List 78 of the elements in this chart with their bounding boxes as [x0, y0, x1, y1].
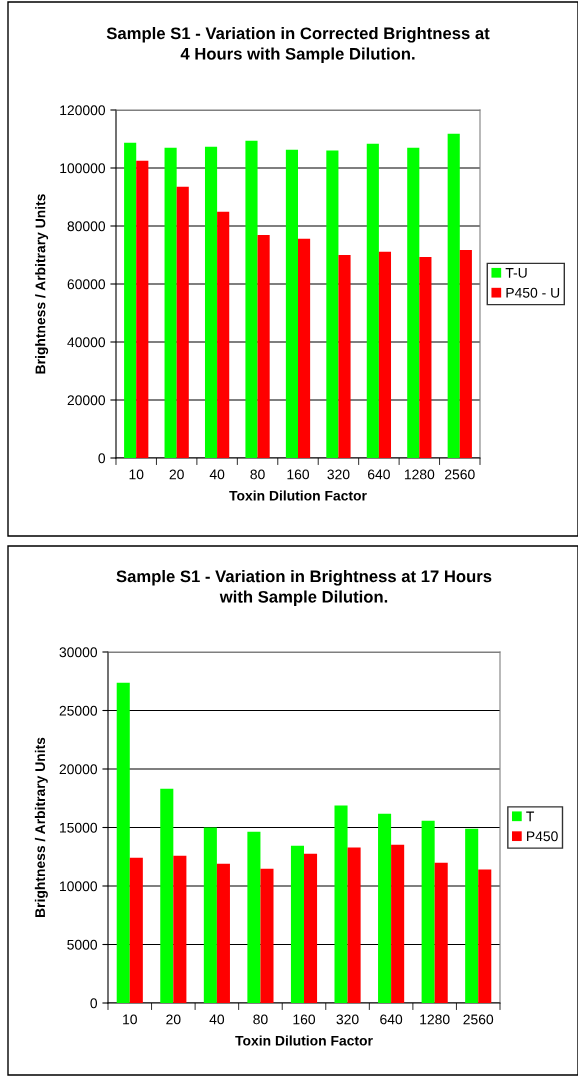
bar: [478, 869, 492, 1003]
y-tick-label: 15000: [60, 822, 98, 833]
y-tick-label: 20000: [67, 395, 106, 406]
x-tick-label: 2560: [445, 469, 475, 480]
bar: [285, 149, 298, 458]
x-tick-label: 80: [253, 1014, 268, 1025]
x-axis-title: Toxin Dilution Factor: [229, 490, 367, 501]
y-tick-label: 100000: [60, 163, 106, 174]
bar: [116, 682, 130, 1003]
x-tick-label: 1280: [404, 469, 435, 480]
x-tick-label: 80: [250, 469, 265, 480]
y-tick-label: 80000: [67, 221, 106, 232]
bar: [326, 150, 339, 458]
bar: [447, 133, 460, 458]
bar: [419, 257, 432, 458]
bar: [173, 855, 187, 1003]
legend-label: T-U: [505, 268, 527, 278]
bar: [378, 251, 392, 458]
bar: [347, 847, 361, 1003]
bar: [378, 813, 392, 1003]
bar: [216, 863, 230, 1003]
y-tick-label: 30000: [59, 647, 98, 658]
bar: [257, 234, 270, 458]
y-tick-label: 0: [98, 453, 106, 464]
x-tick-label: 160: [293, 1014, 316, 1025]
bar: [290, 845, 304, 1003]
y-tick-label: 5000: [67, 939, 98, 950]
x-tick-label: 20: [169, 469, 184, 480]
y-tick-label: 25000: [59, 705, 98, 716]
bar: [338, 255, 351, 458]
bar: [217, 211, 230, 458]
bar: [304, 853, 318, 1003]
y-tick-label: 120000: [60, 105, 106, 116]
bar: [459, 250, 472, 458]
bar: [334, 805, 348, 1003]
x-axis-title: Toxin Dilution Factor: [235, 1035, 373, 1046]
x-tick-label: 40: [209, 469, 225, 480]
bar: [204, 146, 218, 458]
bar: [434, 862, 448, 1003]
chart-title: Sample S1 - Variation in Corrected Brightness at 4 Hours with Sample Dilution.: [106, 27, 490, 63]
y-axis-title: Brightness / Arbitrary Units: [35, 194, 49, 374]
y-tick-label: 20000: [59, 764, 98, 775]
y-axis-title: Brightness / Arbitrary Units: [34, 737, 48, 917]
bar: [366, 143, 379, 458]
bar: [391, 844, 405, 1003]
bar: [421, 820, 435, 1003]
bar: [164, 147, 177, 458]
legend-label: P450 - U: [506, 287, 560, 298]
bar: [160, 788, 174, 1003]
bar: [247, 831, 261, 1003]
bar: [298, 238, 311, 458]
bar: [136, 160, 149, 458]
bar: [203, 827, 217, 1003]
bar: [129, 857, 143, 1003]
x-tick-label: 10: [129, 469, 144, 480]
bar: [260, 868, 274, 1003]
x-tick-label: 10: [123, 1014, 137, 1025]
legend-label: T: [526, 811, 535, 822]
bar: [245, 140, 258, 458]
y-tick-label: 0: [90, 998, 98, 1009]
y-tick-label: 10000: [60, 881, 98, 892]
x-tick-label: 40: [209, 1014, 225, 1025]
x-tick-label: 160: [287, 469, 310, 480]
x-tick-label: 640: [368, 469, 390, 480]
chart-title: Sample S1 - Variation in Brightness at 17 Hours with Sample Dilution.: [116, 570, 492, 606]
x-tick-label: 2560: [463, 1014, 494, 1025]
bar: [124, 142, 137, 458]
x-tick-label: 640: [380, 1014, 403, 1025]
bar: [465, 828, 479, 1003]
x-tick-label: 1280: [420, 1014, 450, 1025]
legend-label: P450: [527, 831, 558, 842]
y-tick-label: 60000: [67, 279, 106, 290]
y-tick-label: 40000: [67, 337, 106, 348]
x-tick-label: 320: [336, 1014, 359, 1025]
bar: [407, 147, 420, 458]
x-tick-label: 20: [166, 1014, 181, 1025]
bar: [176, 186, 189, 458]
x-tick-label: 320: [327, 469, 350, 480]
